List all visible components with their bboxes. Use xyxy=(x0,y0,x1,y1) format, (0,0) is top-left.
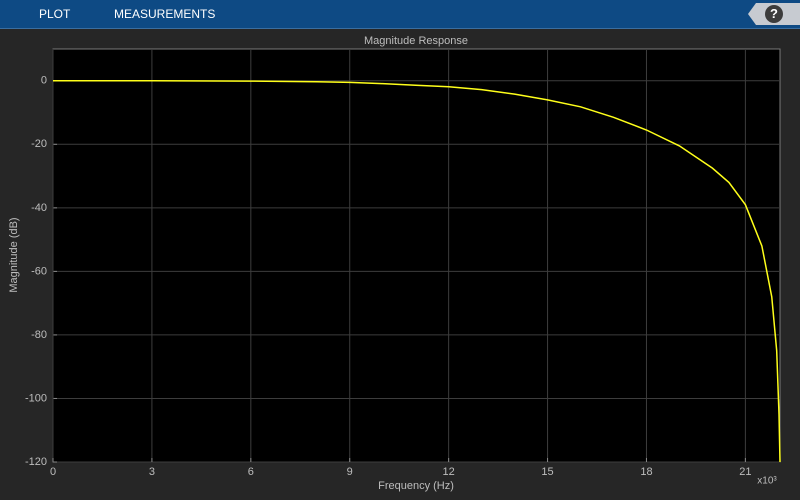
chart: Magnitude Response Frequency (Hz) x10³ M… xyxy=(8,35,781,492)
toolbar: PLOT MEASUREMENTS ? xyxy=(0,0,800,29)
x-tick-label: 21 xyxy=(739,466,751,478)
y-tick-label: -100 xyxy=(25,392,47,404)
y-tick-label: 0 xyxy=(41,75,47,87)
x-tick-label: 3 xyxy=(149,466,155,478)
x-axis-label: Frequency (Hz) xyxy=(378,480,454,492)
x-tick-label: 12 xyxy=(443,466,455,478)
y-axis-label: Magnitude (dB) xyxy=(8,217,20,292)
plot-area xyxy=(52,48,781,463)
measurements-tab[interactable]: MEASUREMENTS xyxy=(114,7,216,21)
x-tick-label: 18 xyxy=(640,466,652,478)
y-tick-label: -60 xyxy=(31,265,47,277)
y-tick-label: -20 xyxy=(31,138,47,150)
y-tick-label: -80 xyxy=(31,329,47,341)
help-button[interactable]: ? xyxy=(748,3,800,25)
help-icon: ? xyxy=(765,5,783,23)
chart-title: Magnitude Response xyxy=(364,35,468,47)
x-tick-label: 0 xyxy=(50,466,56,478)
x-tick-label: 15 xyxy=(541,466,553,478)
x-tick-label: 9 xyxy=(347,466,353,478)
response-line xyxy=(53,80,781,463)
x-exponent: x10³ xyxy=(757,476,777,487)
y-tick-label: -120 xyxy=(25,456,47,468)
y-tick-label: -40 xyxy=(31,202,47,214)
x-tick-label: 6 xyxy=(248,466,254,478)
plot-tab[interactable]: PLOT xyxy=(39,7,71,21)
